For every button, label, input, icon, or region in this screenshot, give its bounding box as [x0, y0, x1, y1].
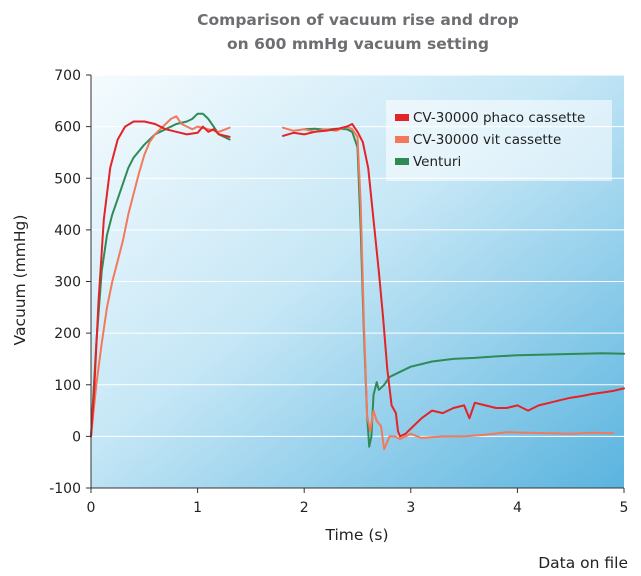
y-tick-label: 500	[54, 171, 81, 187]
y-tick-label: 200	[54, 326, 81, 342]
y-tick-label: 0	[72, 429, 81, 445]
data-source-note: Data on file	[538, 554, 628, 572]
legend-swatch	[395, 114, 409, 121]
legend-swatch	[395, 136, 409, 143]
y-tick-labels: -100 0 100 200 300 400 500 600 700	[49, 68, 91, 497]
series-line-0	[90, 120, 231, 438]
y-tick-label: 400	[54, 223, 81, 239]
x-tick-label: 4	[513, 500, 522, 516]
series-line-2	[303, 127, 625, 448]
legend-box	[386, 100, 612, 181]
legend-label: Venturi	[413, 154, 461, 170]
x-axis-label: Time (s)	[324, 526, 388, 544]
legend: CV-30000 phaco cassette CV-30000 vit cass…	[386, 100, 612, 181]
x-tick-label: 3	[406, 500, 415, 516]
legend-swatch	[395, 158, 409, 165]
chart-title-line2: on 600 mmHg vacuum setting	[227, 35, 489, 53]
y-axis-label: Vacuum (mmHg)	[11, 215, 29, 346]
x-tick-label: 1	[193, 500, 202, 516]
y-tick-label: 100	[54, 378, 81, 394]
series-line-0	[281, 123, 625, 438]
y-tick-label: 300	[54, 275, 81, 291]
series-line-1	[281, 125, 615, 451]
x-tick-label: 5	[620, 500, 629, 516]
y-tick-label: -100	[49, 481, 81, 497]
x-tick-label: 2	[300, 500, 309, 516]
y-tick-label: 600	[54, 120, 81, 136]
series-line-1	[90, 115, 231, 438]
chart-title-line1: Comparison of vacuum rise and drop	[197, 11, 519, 29]
y-tick-label: 700	[54, 68, 81, 84]
legend-label: CV-30000 phaco cassette	[413, 110, 585, 126]
x-tick-label: 0	[87, 500, 96, 516]
x-tick-labels: 0 1 2 3 4 5	[87, 488, 629, 516]
data-series	[90, 112, 625, 451]
legend-label: CV-30000 vit cassette	[413, 132, 561, 148]
